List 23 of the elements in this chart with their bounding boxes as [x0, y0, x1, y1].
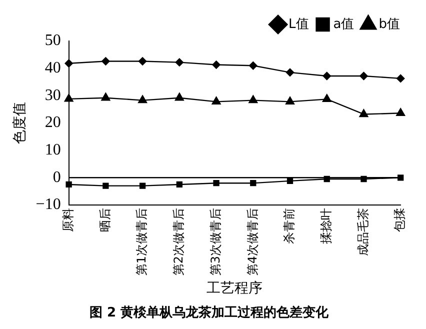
x-tick-label: 揉捻叶	[318, 208, 333, 244]
y-tick-label: 50	[44, 32, 61, 50]
y-tick-label: 20	[44, 114, 61, 132]
y-tick-label: 30	[44, 86, 61, 104]
x-tick-label: 杀青前	[282, 208, 296, 244]
x-tick-label: 第3次做青后	[208, 208, 222, 276]
x-axis-title: 工艺程序	[206, 280, 263, 297]
legend-label: b值	[378, 16, 400, 32]
legend-label: a值	[333, 16, 354, 32]
y-tick-label: 40	[44, 60, 61, 77]
y-tick-label: −10	[36, 196, 61, 214]
x-tick-label: 包揉	[392, 208, 407, 232]
y-tick-label: 10	[44, 142, 61, 159]
x-tick-label: 成品毛茶	[356, 208, 370, 256]
text: 图 2 黄棪单枞乌龙茶加工过程的色差变化	[89, 304, 330, 321]
y-tick-label: 0	[52, 168, 61, 186]
x-tick-label: 第2次做青后	[172, 208, 186, 276]
x-tick-label: 原料	[60, 208, 75, 232]
legend-label: L值	[288, 16, 309, 32]
y-axis-title: 色度值	[12, 102, 28, 144]
x-tick-label: 第1次做青后	[134, 208, 149, 276]
x-tick-label: 晒后	[98, 208, 112, 232]
x-tick-label: 第4次做青后	[245, 208, 260, 276]
